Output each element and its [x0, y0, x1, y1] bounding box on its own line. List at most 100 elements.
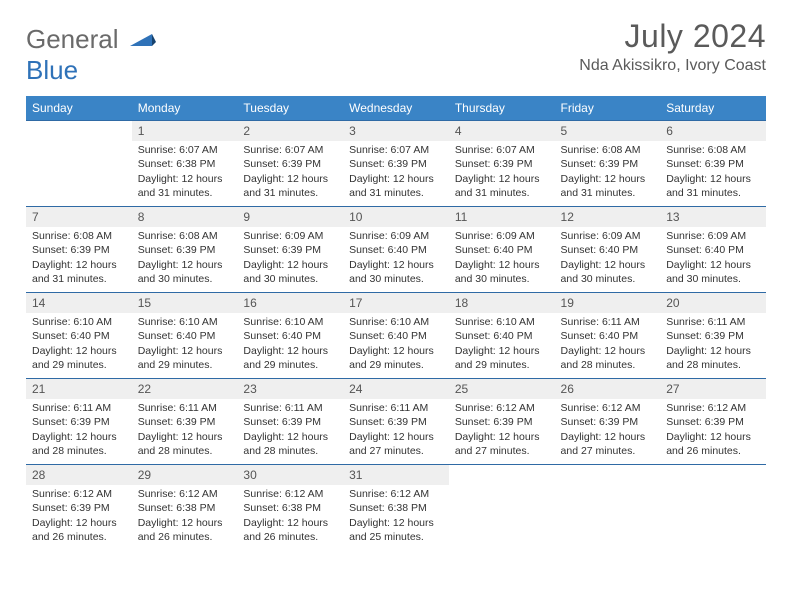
daylight-line: Daylight: 12 hours and 31 minutes. — [243, 172, 337, 200]
day-details: Sunrise: 6:07 AMSunset: 6:39 PMDaylight:… — [449, 141, 555, 206]
calendar-row: 1Sunrise: 6:07 AMSunset: 6:38 PMDaylight… — [26, 120, 766, 206]
sunset-line: Sunset: 6:39 PM — [561, 157, 655, 171]
day-number: 20 — [660, 292, 766, 313]
day-details: Sunrise: 6:11 AMSunset: 6:39 PMDaylight:… — [237, 399, 343, 464]
sunset-line: Sunset: 6:39 PM — [32, 501, 126, 515]
calendar-cell: 5Sunrise: 6:08 AMSunset: 6:39 PMDaylight… — [555, 120, 661, 206]
sunset-line: Sunset: 6:39 PM — [32, 243, 126, 257]
sunrise-line: Sunrise: 6:12 AM — [138, 487, 232, 501]
day-number: 28 — [26, 464, 132, 485]
sunset-line: Sunset: 6:38 PM — [243, 501, 337, 515]
daylight-line: Daylight: 12 hours and 30 minutes. — [455, 258, 549, 286]
sunrise-line: Sunrise: 6:12 AM — [349, 487, 443, 501]
day-number: 2 — [237, 120, 343, 141]
sunrise-line: Sunrise: 6:08 AM — [561, 143, 655, 157]
day-number: 12 — [555, 206, 661, 227]
day-details: Sunrise: 6:12 AMSunset: 6:39 PMDaylight:… — [555, 399, 661, 464]
calendar-cell — [449, 464, 555, 550]
sunrise-line: Sunrise: 6:11 AM — [666, 315, 760, 329]
sunrise-line: Sunrise: 6:10 AM — [349, 315, 443, 329]
day-number: 11 — [449, 206, 555, 227]
sunset-line: Sunset: 6:39 PM — [666, 329, 760, 343]
logo-text-1: General — [26, 24, 119, 54]
day-details: Sunrise: 6:10 AMSunset: 6:40 PMDaylight:… — [237, 313, 343, 378]
calendar-cell: 4Sunrise: 6:07 AMSunset: 6:39 PMDaylight… — [449, 120, 555, 206]
calendar-cell: 24Sunrise: 6:11 AMSunset: 6:39 PMDayligh… — [343, 378, 449, 464]
sunset-line: Sunset: 6:39 PM — [243, 415, 337, 429]
day-details: Sunrise: 6:12 AMSunset: 6:38 PMDaylight:… — [132, 485, 238, 550]
day-number: 8 — [132, 206, 238, 227]
sunset-line: Sunset: 6:40 PM — [561, 329, 655, 343]
day-details: Sunrise: 6:08 AMSunset: 6:39 PMDaylight:… — [26, 227, 132, 292]
day-details: Sunrise: 6:09 AMSunset: 6:39 PMDaylight:… — [237, 227, 343, 292]
day-number: 22 — [132, 378, 238, 399]
daylight-line: Daylight: 12 hours and 29 minutes. — [455, 344, 549, 372]
sunset-line: Sunset: 6:39 PM — [455, 157, 549, 171]
logo-text-2: Blue — [26, 55, 78, 85]
calendar-cell: 17Sunrise: 6:10 AMSunset: 6:40 PMDayligh… — [343, 292, 449, 378]
day-number: 15 — [132, 292, 238, 313]
sunrise-line: Sunrise: 6:08 AM — [666, 143, 760, 157]
day-number: 14 — [26, 292, 132, 313]
day-number: 6 — [660, 120, 766, 141]
sunrise-line: Sunrise: 6:11 AM — [561, 315, 655, 329]
sunset-line: Sunset: 6:40 PM — [32, 329, 126, 343]
day-details: Sunrise: 6:08 AMSunset: 6:39 PMDaylight:… — [660, 141, 766, 206]
day-details: Sunrise: 6:12 AMSunset: 6:39 PMDaylight:… — [660, 399, 766, 464]
day-details: Sunrise: 6:12 AMSunset: 6:38 PMDaylight:… — [237, 485, 343, 550]
daylight-line: Daylight: 12 hours and 27 minutes. — [349, 430, 443, 458]
sunrise-line: Sunrise: 6:11 AM — [349, 401, 443, 415]
title-block: July 2024 Nda Akissikro, Ivory Coast — [579, 18, 766, 75]
day-number: 17 — [343, 292, 449, 313]
daylight-line: Daylight: 12 hours and 30 minutes. — [243, 258, 337, 286]
daylight-line: Daylight: 12 hours and 29 minutes. — [349, 344, 443, 372]
header-tuesday: Tuesday — [237, 96, 343, 120]
day-details: Sunrise: 6:12 AMSunset: 6:39 PMDaylight:… — [26, 485, 132, 550]
calendar-cell: 11Sunrise: 6:09 AMSunset: 6:40 PMDayligh… — [449, 206, 555, 292]
sunset-line: Sunset: 6:39 PM — [138, 415, 232, 429]
daylight-line: Daylight: 12 hours and 27 minutes. — [561, 430, 655, 458]
daylight-line: Daylight: 12 hours and 30 minutes. — [349, 258, 443, 286]
sunrise-line: Sunrise: 6:09 AM — [349, 229, 443, 243]
calendar-cell — [26, 120, 132, 206]
sunset-line: Sunset: 6:39 PM — [243, 157, 337, 171]
sunset-line: Sunset: 6:40 PM — [455, 329, 549, 343]
calendar-cell: 28Sunrise: 6:12 AMSunset: 6:39 PMDayligh… — [26, 464, 132, 550]
daylight-line: Daylight: 12 hours and 31 minutes. — [138, 172, 232, 200]
calendar-cell: 16Sunrise: 6:10 AMSunset: 6:40 PMDayligh… — [237, 292, 343, 378]
daylight-line: Daylight: 12 hours and 31 minutes. — [666, 172, 760, 200]
sunrise-line: Sunrise: 6:07 AM — [349, 143, 443, 157]
sunset-line: Sunset: 6:40 PM — [138, 329, 232, 343]
sunset-line: Sunset: 6:39 PM — [455, 415, 549, 429]
day-details: Sunrise: 6:08 AMSunset: 6:39 PMDaylight:… — [555, 141, 661, 206]
day-details: Sunrise: 6:09 AMSunset: 6:40 PMDaylight:… — [449, 227, 555, 292]
sunrise-line: Sunrise: 6:09 AM — [455, 229, 549, 243]
day-details: Sunrise: 6:09 AMSunset: 6:40 PMDaylight:… — [343, 227, 449, 292]
day-details: Sunrise: 6:10 AMSunset: 6:40 PMDaylight:… — [132, 313, 238, 378]
day-number: 3 — [343, 120, 449, 141]
sunset-line: Sunset: 6:40 PM — [243, 329, 337, 343]
calendar-cell: 18Sunrise: 6:10 AMSunset: 6:40 PMDayligh… — [449, 292, 555, 378]
calendar-cell: 10Sunrise: 6:09 AMSunset: 6:40 PMDayligh… — [343, 206, 449, 292]
day-number: 29 — [132, 464, 238, 485]
day-details: Sunrise: 6:11 AMSunset: 6:39 PMDaylight:… — [132, 399, 238, 464]
header-thursday: Thursday — [449, 96, 555, 120]
sunrise-line: Sunrise: 6:10 AM — [138, 315, 232, 329]
sunrise-line: Sunrise: 6:07 AM — [243, 143, 337, 157]
sunrise-line: Sunrise: 6:10 AM — [32, 315, 126, 329]
header-saturday: Saturday — [660, 96, 766, 120]
calendar-cell — [660, 464, 766, 550]
day-details: Sunrise: 6:11 AMSunset: 6:39 PMDaylight:… — [660, 313, 766, 378]
logo: General Blue — [26, 24, 156, 86]
calendar-cell: 26Sunrise: 6:12 AMSunset: 6:39 PMDayligh… — [555, 378, 661, 464]
sunrise-line: Sunrise: 6:07 AM — [138, 143, 232, 157]
weekday-header-row: Sunday Monday Tuesday Wednesday Thursday… — [26, 96, 766, 120]
daylight-line: Daylight: 12 hours and 28 minutes. — [666, 344, 760, 372]
sunset-line: Sunset: 6:39 PM — [561, 415, 655, 429]
day-number: 24 — [343, 378, 449, 399]
sunset-line: Sunset: 6:39 PM — [349, 157, 443, 171]
daylight-line: Daylight: 12 hours and 31 minutes. — [32, 258, 126, 286]
calendar-cell — [555, 464, 661, 550]
sunset-line: Sunset: 6:39 PM — [243, 243, 337, 257]
daylight-line: Daylight: 12 hours and 25 minutes. — [349, 516, 443, 544]
